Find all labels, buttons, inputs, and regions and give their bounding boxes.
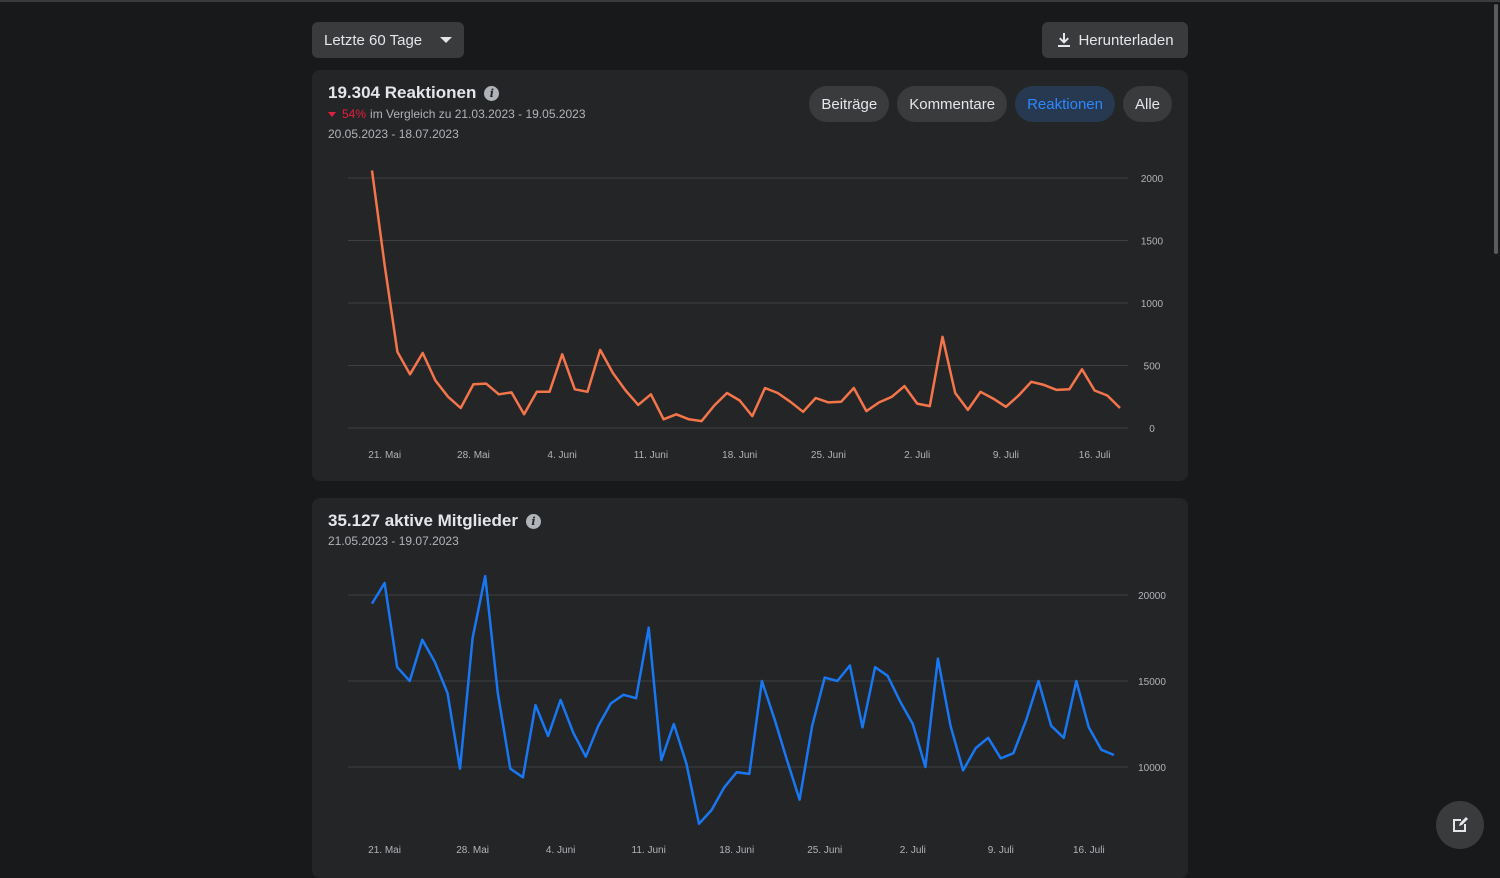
comparison-text: im Vergleich zu 21.03.2023 - 19.05.2023 (370, 107, 586, 121)
download-button[interactable]: Herunterladen (1042, 22, 1188, 58)
reactions-title-row: 19.304 Reaktionen i (328, 83, 500, 103)
y-tick-label: 1500 (1141, 237, 1164, 248)
x-tick-label: 2. Juli (900, 845, 926, 856)
x-tick-label: 28. Mai (457, 450, 490, 461)
x-tick-label: 11. Juni (634, 450, 668, 461)
x-tick-label: 16. Juli (1079, 450, 1111, 461)
x-tick-label: 16. Juli (1073, 845, 1105, 856)
filter-comments-button[interactable]: Kommentare (897, 86, 1008, 122)
date-range-label: Letzte 60 Tage (324, 31, 423, 49)
x-tick-label: 21. Mai (368, 845, 401, 856)
y-tick-label: 15000 (1138, 677, 1166, 688)
reactions-line-chart: 0 500 1000 1500 2000 21. Mai 28. Mai 4. Juni 11.… (348, 170, 1164, 461)
x-tick-label: 28. Mai (456, 845, 489, 856)
series-line (370, 170, 1121, 423)
reactions-title: 19.304 Reaktionen (328, 83, 477, 102)
active-members-card: 35.127 aktive Mitglieder i 21.05.2023 - … (312, 498, 1188, 878)
info-icon[interactable]: i (525, 513, 541, 529)
y-tick-label: 2000 (1141, 174, 1164, 185)
members-title: 35.127 aktive Mitglieder (328, 511, 518, 530)
filter-reactions-button[interactable]: Reaktionen (1015, 86, 1115, 122)
scrollbar-thumb[interactable] (1494, 4, 1498, 254)
y-tick-label: 0 (1149, 424, 1155, 435)
x-tick-label: 18. Juni (722, 450, 757, 461)
x-tick-label: 4. Juni (546, 845, 575, 856)
members-title-row: 35.127 aktive Mitglieder i (328, 511, 541, 531)
y-tick-label: 20000 (1138, 591, 1166, 602)
window-top-border (0, 0, 1500, 2)
y-tick-label: 10000 (1138, 763, 1166, 774)
x-tick-label: 11. Juni (632, 845, 666, 856)
reactions-date-range: 20.05.2023 - 18.07.2023 (328, 127, 459, 141)
reactions-card: 19.304 Reaktionen i 54% im Vergleich zu … (312, 70, 1188, 481)
x-tick-label: 18. Juni (719, 845, 754, 856)
x-tick-label: 9. Juli (993, 450, 1019, 461)
caret-down-icon (440, 37, 452, 43)
filter-all-button[interactable]: Alle (1122, 86, 1172, 122)
x-tick-label: 9. Juli (988, 845, 1014, 856)
x-tick-label: 4. Juni (547, 450, 576, 461)
info-icon[interactable]: i (484, 85, 500, 101)
members-date-range: 21.05.2023 - 19.07.2023 (328, 534, 459, 548)
filter-posts-button[interactable]: Beiträge (809, 86, 890, 122)
x-tick-label: 2. Juli (904, 450, 930, 461)
download-icon (1058, 33, 1071, 47)
y-tick-label: 500 (1144, 362, 1161, 373)
compose-button[interactable] (1436, 801, 1484, 849)
download-label: Herunterladen (1078, 31, 1174, 49)
edit-icon (1453, 817, 1468, 832)
series-line (370, 574, 1115, 826)
comparison-line: 54% im Vergleich zu 21.03.2023 - 19.05.2… (328, 107, 586, 121)
members-line-chart: 10000 15000 20000 21. Mai 28. Mai 4. Juni 11. … (348, 574, 1166, 856)
x-tick-label: 25. Juni (811, 450, 846, 461)
change-percentage: 54% (342, 107, 367, 121)
date-range-select[interactable]: Letzte 60 Tage (312, 22, 464, 58)
x-tick-label: 21. Mai (368, 450, 401, 461)
metric-filter-group: Beiträge Kommentare Reaktionen Alle (809, 86, 1172, 122)
x-tick-label: 25. Juni (807, 845, 842, 856)
trend-down-icon (328, 111, 336, 117)
y-tick-label: 1000 (1141, 299, 1164, 310)
